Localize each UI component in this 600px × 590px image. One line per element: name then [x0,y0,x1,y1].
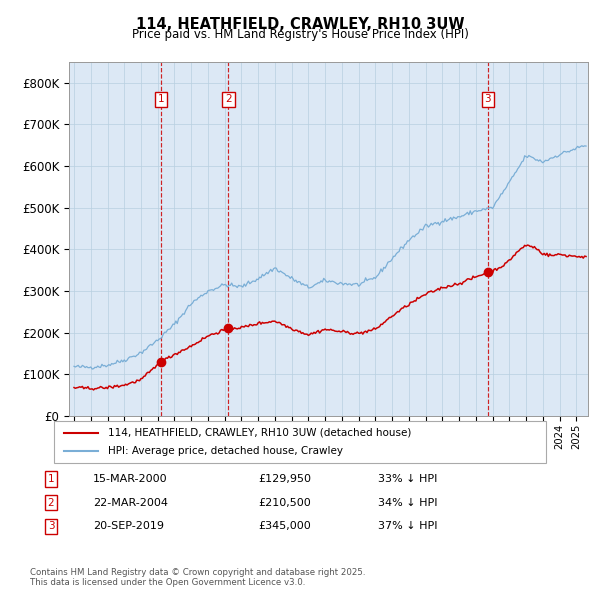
Text: Price paid vs. HM Land Registry's House Price Index (HPI): Price paid vs. HM Land Registry's House … [131,28,469,41]
Text: 3: 3 [485,94,491,104]
Text: 2: 2 [225,94,232,104]
Text: 114, HEATHFIELD, CRAWLEY, RH10 3UW: 114, HEATHFIELD, CRAWLEY, RH10 3UW [136,17,464,31]
Text: £129,950: £129,950 [258,474,311,484]
Text: 1: 1 [158,94,164,104]
Text: 34% ↓ HPI: 34% ↓ HPI [378,498,437,507]
Text: 114, HEATHFIELD, CRAWLEY, RH10 3UW (detached house): 114, HEATHFIELD, CRAWLEY, RH10 3UW (deta… [108,428,412,438]
Text: 2: 2 [47,498,55,507]
Text: 22-MAR-2004: 22-MAR-2004 [93,498,168,507]
FancyBboxPatch shape [54,421,546,463]
Text: 33% ↓ HPI: 33% ↓ HPI [378,474,437,484]
Text: 37% ↓ HPI: 37% ↓ HPI [378,522,437,531]
Text: 1: 1 [47,474,55,484]
Text: 15-MAR-2000: 15-MAR-2000 [93,474,167,484]
Text: £345,000: £345,000 [258,522,311,531]
Text: 3: 3 [47,522,55,531]
Text: £210,500: £210,500 [258,498,311,507]
Text: Contains HM Land Registry data © Crown copyright and database right 2025.
This d: Contains HM Land Registry data © Crown c… [30,568,365,587]
Text: 20-SEP-2019: 20-SEP-2019 [93,522,164,531]
Text: HPI: Average price, detached house, Crawley: HPI: Average price, detached house, Craw… [108,446,343,456]
